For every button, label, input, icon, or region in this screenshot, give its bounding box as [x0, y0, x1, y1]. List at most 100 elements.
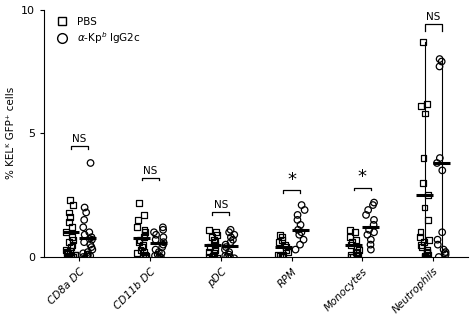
Point	[227, 239, 235, 245]
Point	[424, 217, 432, 222]
Point	[79, 251, 87, 256]
Point	[138, 245, 146, 250]
Point	[80, 239, 88, 245]
Point	[419, 180, 427, 185]
Point	[68, 225, 75, 230]
Point	[210, 253, 217, 258]
Point	[436, 56, 443, 62]
Point	[425, 193, 432, 198]
Point	[81, 256, 89, 261]
Point	[351, 230, 359, 235]
Point	[80, 255, 87, 260]
Point	[155, 249, 163, 255]
Point	[355, 247, 363, 252]
Point	[422, 256, 430, 261]
Point	[229, 237, 237, 242]
Point	[84, 254, 91, 259]
Point	[294, 217, 301, 222]
Point	[137, 247, 144, 252]
Point	[370, 200, 378, 205]
Point	[225, 230, 233, 235]
Point	[69, 242, 76, 247]
Point	[278, 237, 286, 242]
Point	[421, 111, 429, 116]
Point	[354, 253, 361, 258]
Point	[67, 253, 75, 258]
Point	[225, 249, 233, 255]
Point	[436, 64, 443, 69]
Point	[227, 227, 234, 232]
Point	[69, 255, 77, 260]
Point	[419, 39, 427, 44]
Text: NS: NS	[214, 201, 228, 211]
Point	[294, 213, 301, 218]
Point	[88, 235, 95, 240]
Point	[227, 235, 235, 240]
Point	[211, 247, 219, 252]
Point	[278, 254, 286, 259]
Point	[296, 242, 304, 247]
Text: *: *	[358, 169, 367, 187]
Point	[364, 232, 371, 237]
Point	[211, 239, 219, 245]
Point	[64, 251, 71, 256]
Point	[225, 252, 233, 257]
Point	[67, 245, 74, 250]
Point	[284, 249, 292, 255]
Point	[298, 230, 305, 235]
Point	[222, 245, 230, 250]
Point	[438, 168, 446, 173]
Point	[140, 235, 148, 240]
Point	[80, 225, 87, 230]
Point	[353, 251, 361, 256]
Point	[354, 245, 361, 250]
Point	[223, 254, 231, 259]
Point	[71, 252, 79, 257]
Point	[159, 225, 167, 230]
Point	[348, 239, 356, 245]
Point	[65, 220, 73, 225]
Point	[158, 251, 165, 256]
Point	[84, 249, 91, 255]
Point	[292, 247, 299, 252]
Point	[230, 232, 238, 237]
Point	[365, 207, 372, 213]
Point	[436, 155, 444, 160]
Point	[65, 254, 73, 259]
Point	[421, 253, 428, 258]
Point	[206, 254, 213, 259]
Point	[68, 235, 76, 240]
Point	[141, 232, 148, 237]
Point	[64, 251, 72, 256]
Point	[425, 237, 433, 242]
Point	[160, 235, 167, 240]
Point	[300, 237, 307, 242]
Point	[157, 255, 165, 260]
Point	[63, 247, 70, 252]
Point	[139, 255, 146, 260]
Point	[433, 160, 441, 166]
Point	[370, 222, 377, 227]
Point	[420, 239, 428, 245]
Point	[81, 232, 89, 237]
Point	[155, 255, 163, 260]
Point	[65, 210, 73, 215]
Point	[82, 210, 90, 215]
Point	[347, 252, 355, 257]
Point	[67, 197, 74, 203]
Point	[213, 256, 220, 261]
Point	[210, 252, 218, 257]
Point	[88, 245, 95, 250]
Text: *: *	[287, 171, 296, 189]
Point	[370, 217, 378, 222]
Point	[142, 253, 149, 258]
Point	[347, 242, 355, 247]
Point	[68, 256, 75, 261]
Point	[418, 245, 426, 250]
Point	[213, 232, 221, 237]
Point	[141, 230, 149, 235]
Point	[438, 59, 446, 64]
Point	[440, 247, 447, 252]
Point	[352, 237, 360, 242]
Point	[365, 227, 373, 232]
